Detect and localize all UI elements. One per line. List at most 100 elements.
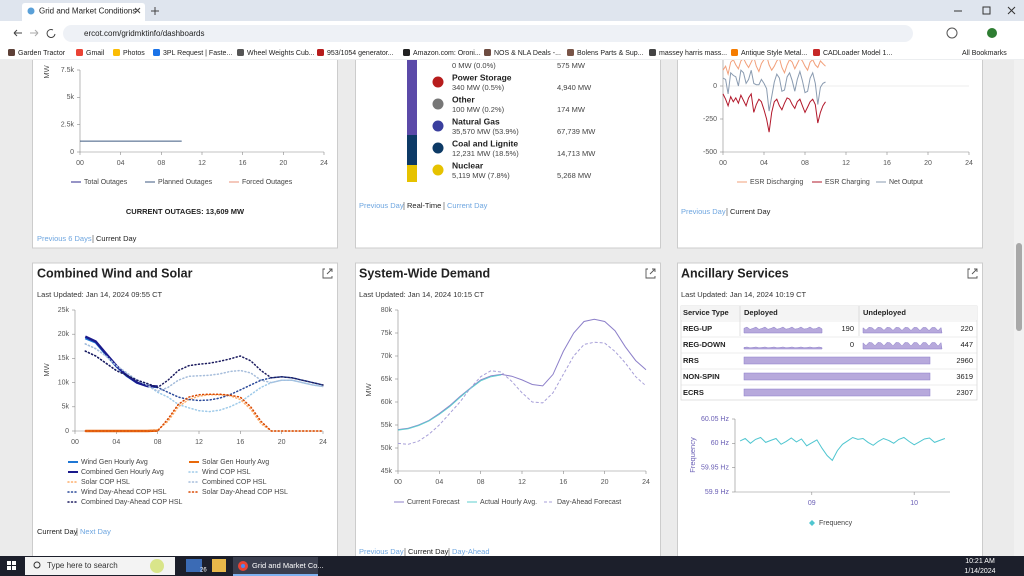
mix-bar [407,135,417,165]
bookmark[interactable]: Wheel Weights Cub... [247,50,315,57]
reload[interactable] [46,29,56,38]
footer-link[interactable]: Previous Day [359,201,404,210]
fuel-detail: 0 MW (0.0%) [452,61,496,70]
y-tick-label: 0 [70,149,74,156]
restore[interactable] [982,6,991,15]
open-icon[interactable] [322,268,333,279]
panel-title: System-Wide Demand [359,266,490,280]
start[interactable] [7,561,16,570]
table-header [681,306,977,320]
panel-outages [32,60,338,249]
profile-icon[interactable] [946,27,958,39]
footer-link[interactable]: Day-Ahead [452,547,490,556]
table-header-cell: Deployed [744,308,778,317]
y-tick-label: 20k [58,331,70,338]
bookmark[interactable]: Bolens Parts & Sup... [577,50,644,57]
y-tick-label: -500 [703,149,717,156]
x-tick-label: 12 [518,479,526,486]
x-tick-label: 16 [236,439,244,446]
account[interactable] [987,28,997,38]
panel-demand [355,262,661,556]
content: Combined Wind and Solar Last Updated: Ja… [0,60,1014,556]
open-icon[interactable] [967,268,978,279]
bookmark[interactable]: Amazon.com: Oroni... [413,50,481,57]
line [739,436,946,462]
fuel-name: Other [452,94,475,104]
bookmark-icon [731,49,738,56]
x-tick-label: 08 [157,160,165,167]
bookmark-icon [567,49,574,56]
bookmark[interactable]: CADLoader Model 1... [823,50,892,57]
x-tick-label: 00 [394,479,402,486]
footer-link[interactable]: Previous Day [359,547,404,556]
x-tick-label: 24 [320,160,328,167]
new-tab[interactable] [151,7,159,15]
panel-fuel-mix [355,60,661,249]
undeployed: 220 [960,324,973,333]
all-bookmarks[interactable]: All Bookmarks [962,50,1007,57]
tab[interactable] [22,3,145,21]
bookmark-icon [317,49,324,56]
footer-link[interactable]: Current Day [447,201,488,210]
fuel-name: Natural Gas [452,116,500,126]
fuel-capacity: 174 MW [557,105,586,114]
legend-label: Wind Gen Hourly Avg [81,459,148,466]
fuel-detail: 12,231 MW (18.5%) [452,149,519,158]
footer-link: Current Day [408,547,449,556]
search-box[interactable] [25,557,175,575]
sparkline [743,346,823,350]
footer-link: Current Day [730,207,771,216]
open-icon[interactable] [645,268,656,279]
x-tick-label: 10 [910,500,918,507]
capacity: 2960 [956,356,973,365]
fuel-icon [432,120,444,132]
legend-label: Current Forecast [407,499,460,506]
bookmark[interactable]: Photos [123,50,145,57]
legend-label: Frequency [819,520,853,527]
bookmark[interactable]: Garden Tractor [18,50,66,57]
back[interactable] [13,29,22,37]
legend-label: Solar Gen Hourly Avg [202,459,269,466]
y-tick-label: 59.95 Hz [701,465,730,472]
line [84,350,324,389]
y-tick-label: 5k [62,404,70,411]
footer-link[interactable]: Next Day [80,527,111,536]
footer-link: Current Day [37,527,78,536]
x-tick-label: 08 [477,479,485,486]
tab-close[interactable] [134,7,141,14]
footer-link[interactable]: Previous Day [681,207,726,216]
tab-title: Grid and Market Conditions [39,7,136,16]
y-tick-label: 15k [58,355,70,362]
omnibox[interactable] [63,25,913,42]
clock-date: 1/14/2024 [964,568,995,575]
fuel-icon [432,76,444,88]
search-placeholder: Type here to search [47,561,118,570]
legend-label: Combined COP HSL [202,479,267,486]
weather[interactable] [186,559,202,572]
x-tick-label: 08 [801,160,809,167]
bookmark[interactable]: 3PL Request | Faste... [163,50,232,57]
footer-link[interactable]: Previous 6 Days [37,234,92,243]
undeployed: 447 [960,340,973,349]
scroll-thumb[interactable] [1016,243,1022,331]
current-outages: CURRENT OUTAGES: 13,609 MW [126,207,245,216]
panel-title: Ancillary Services [681,266,789,280]
bookmark[interactable]: Antique Style Metal... [741,50,807,57]
close-window[interactable] [1007,6,1016,15]
forward[interactable] [30,29,39,37]
x-tick-label: 12 [195,439,203,446]
y-tick-label: 10k [58,379,70,386]
legend-label: Total Outages [84,179,128,186]
bookmark[interactable]: Gmail [86,50,105,57]
x-tick-label: 12 [198,160,206,167]
legend-label: Actual Hourly Avg. [480,499,537,506]
task-chrome[interactable] [233,557,318,576]
bookmark[interactable]: massey harris mass... [659,50,727,57]
bookmark[interactable]: NOS & NLA Deals -... [494,50,561,57]
service-type: RRS [683,356,699,365]
y-tick-label: 50k [381,445,393,452]
bookmark[interactable]: 953/1054 generator... [327,50,394,57]
deployed: 0 [850,340,854,349]
x-tick-label: 20 [924,160,932,167]
explorer[interactable] [212,559,226,572]
